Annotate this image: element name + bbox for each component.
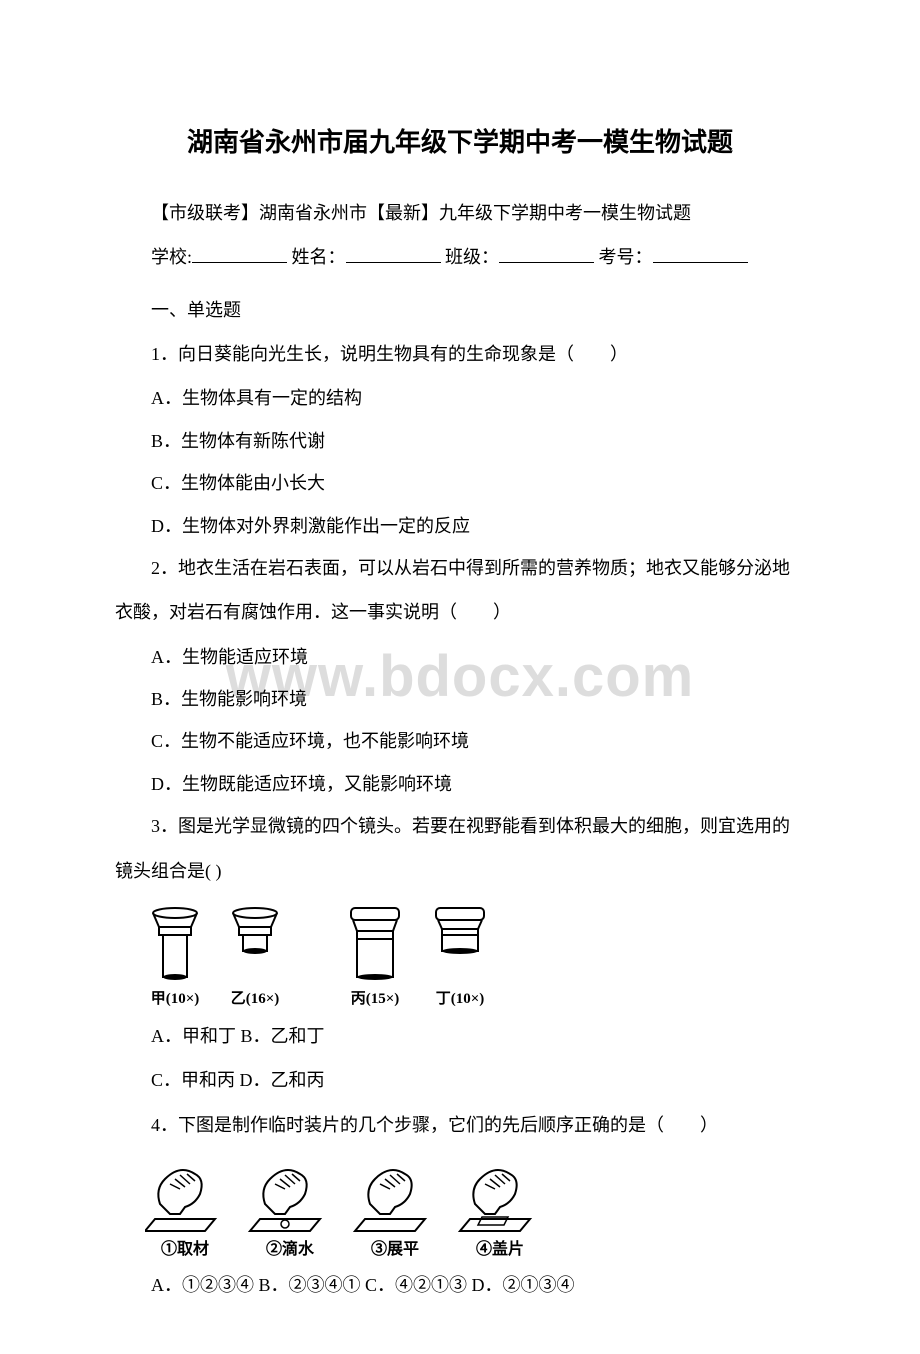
q4-stem: 4．下图是制作临时装片的几个步骤，它们的先后顺序正确的是（ ） xyxy=(115,1109,805,1141)
q2-stem-line2: 衣酸，对岩石有腐蚀作用．这一事实说明（ ） xyxy=(115,596,805,628)
q3-fig-label-3: 丙(15×) xyxy=(351,990,400,1007)
q3-stem-line2: 镜头组合是( ) xyxy=(115,855,805,887)
q2-option-a: A．生物能适应环境 xyxy=(115,641,805,673)
q4-fig-label-2: ②滴水 xyxy=(266,1239,315,1258)
name-label: 姓名： xyxy=(292,247,346,267)
class-blank xyxy=(499,245,594,263)
q3-stem-line1: 3．图是光学显微镜的四个镜头。若要在视野能看到体积最大的细胞，则宜选用的 xyxy=(115,810,805,842)
q2-stem-line1: 2．地衣生活在岩石表面，可以从岩石中得到所需的营养物质；地衣又能够分泌地 xyxy=(115,552,805,584)
q3-options-row1: A．甲和丁 B．乙和丁 xyxy=(115,1020,805,1052)
q3-fig-label-1: 甲(10×) xyxy=(151,990,200,1007)
form-line: 学校: 姓名： 班级： 考号： xyxy=(115,241,805,273)
page-title: 湖南省永州市届九年级下学期中考一模生物试题 xyxy=(115,120,805,167)
q4-fig-label-3: ③展平 xyxy=(371,1239,419,1258)
subtitle: 【市级联考】湖南省永州市【最新】九年级下学期中考一模生物试题 xyxy=(115,197,805,229)
school-label: 学校: xyxy=(151,247,192,267)
q4-fig-label-4: ④盖片 xyxy=(476,1239,524,1258)
exam-no-label: 考号： xyxy=(599,247,653,267)
q1-option-a: A．生物体具有一定的结构 xyxy=(115,382,805,414)
q1-option-d: D．生物体对外界刺激能作出一定的反应 xyxy=(115,510,805,542)
exam-no-blank xyxy=(653,245,748,263)
school-blank xyxy=(192,245,287,263)
q3-fig-label-2: 乙(16×) xyxy=(231,991,280,1007)
q1-option-c: C．生物体能由小长大 xyxy=(115,467,805,499)
q2-option-d: D．生物既能适应环境，又能影响环境 xyxy=(115,768,805,800)
q4-figure: ①取材 ②滴水 ③展平 ④盖片 xyxy=(115,1159,805,1259)
q2-option-b: B．生物能影响环境 xyxy=(115,683,805,715)
q1-stem: 1．向日葵能向光生长，说明生物具有的生命现象是（ ） xyxy=(115,338,805,370)
class-label: 班级： xyxy=(445,247,499,267)
q3-fig-label-4: 丁(10×) xyxy=(436,991,485,1007)
q4-options: A．①②③④ B．②③④① C．④②①③ D．②①③④ xyxy=(115,1269,805,1301)
section-heading: 一、单选题 xyxy=(115,294,805,326)
q3-figure: 甲(10×) 乙(16×) 丙(15×) 丁(10×) xyxy=(115,905,805,1010)
name-blank xyxy=(346,245,441,263)
q2-option-c: C．生物不能适应环境，也不能影响环境 xyxy=(115,725,805,757)
q1-option-b: B．生物体有新陈代谢 xyxy=(115,425,805,457)
q3-options-row2: C．甲和丙 D．乙和丙 xyxy=(115,1064,805,1096)
q4-fig-label-1: ①取材 xyxy=(161,1239,209,1258)
